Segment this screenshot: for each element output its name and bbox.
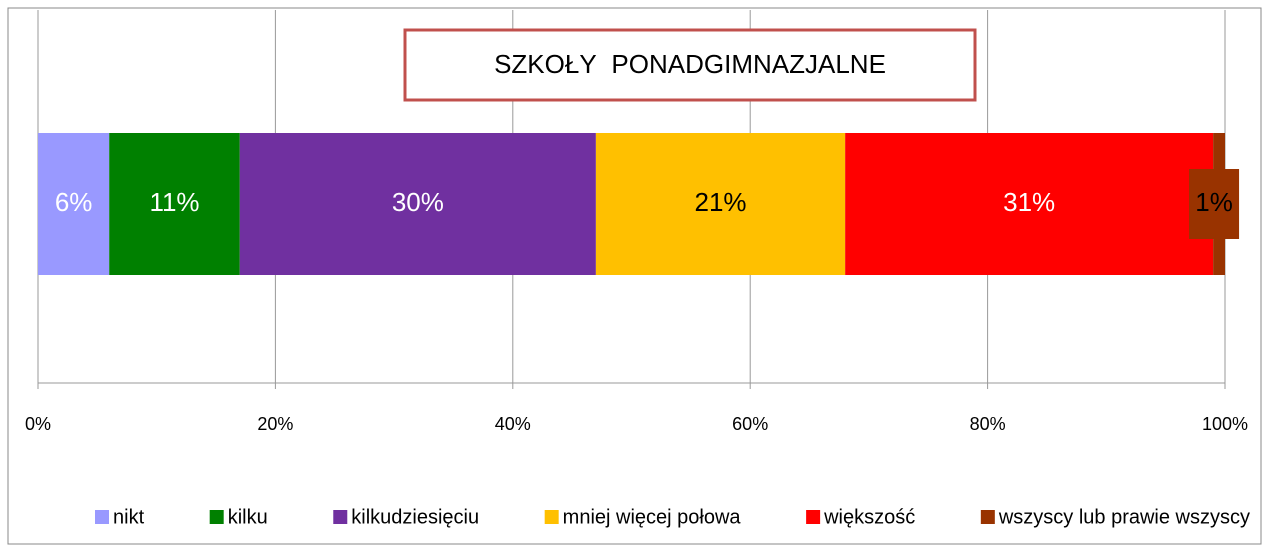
bar-segment bbox=[845, 133, 1214, 275]
data-label: 6% bbox=[55, 187, 93, 217]
legend-label: kilkudziesięciu bbox=[351, 506, 479, 528]
title-box bbox=[403, 28, 977, 102]
legend-swatch bbox=[95, 510, 109, 524]
legend-swatch bbox=[333, 510, 348, 524]
data-label: 31% bbox=[1003, 187, 1055, 217]
x-tick-label: 20% bbox=[257, 414, 293, 434]
legend-label: wszyscy lub prawie wszyscy bbox=[998, 506, 1250, 528]
x-tick-label: 40% bbox=[495, 414, 531, 434]
legend-label: kilku bbox=[228, 506, 268, 528]
legend-label: mniej więcej połowa bbox=[563, 506, 742, 528]
data-label-box bbox=[1189, 169, 1240, 239]
bar-segment bbox=[239, 133, 596, 275]
x-tick-label: 80% bbox=[970, 414, 1006, 434]
legend-label: nikt bbox=[113, 506, 145, 528]
data-label: 30% bbox=[392, 187, 444, 217]
legend-swatch bbox=[544, 510, 559, 524]
data-label: 11% bbox=[149, 187, 199, 217]
bar-segment bbox=[38, 133, 110, 275]
legend-label: większość bbox=[823, 506, 915, 528]
x-tick-label: 60% bbox=[732, 414, 768, 434]
bar-segment bbox=[595, 133, 846, 275]
x-tick-label: 0% bbox=[25, 414, 51, 434]
data-label: 1% bbox=[1195, 187, 1233, 217]
x-tick-label: 100% bbox=[1202, 414, 1248, 434]
legend-swatch bbox=[980, 510, 995, 524]
bar-segment bbox=[109, 133, 240, 275]
legend-swatch bbox=[209, 510, 224, 524]
chart-title: SZKOŁY PONADGIMNAZJALNE bbox=[494, 49, 886, 79]
legend-swatch bbox=[806, 510, 821, 524]
data-label: 21% bbox=[695, 187, 747, 217]
